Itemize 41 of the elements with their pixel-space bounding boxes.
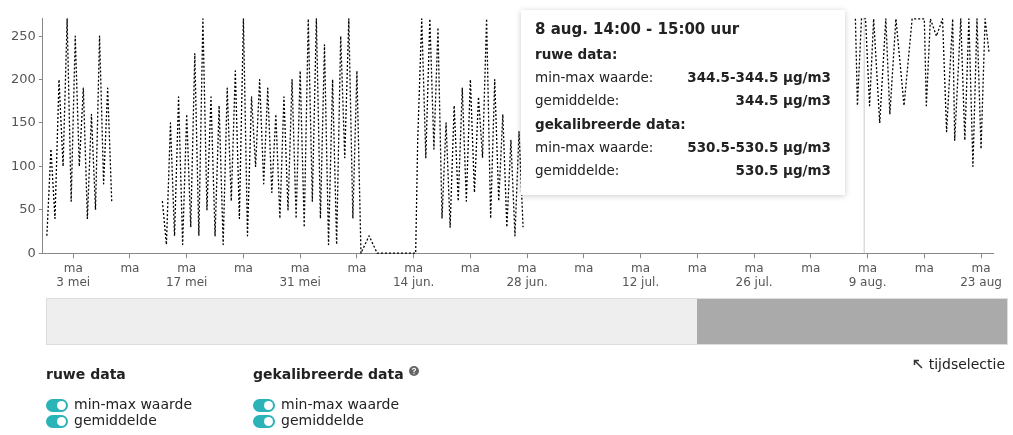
annotation: 344.5-344.5 μg/m3: [687, 69, 831, 85]
annotation: 530.5-530.5 μg/m3: [687, 139, 831, 155]
x-tick-label: ma: [120, 260, 140, 275]
x-tick-label: ma: [347, 260, 367, 275]
annotation: gemiddelde:: [535, 162, 620, 178]
x-tick-label: ma: [460, 260, 480, 275]
annotation: gekalibreerde data:: [535, 116, 687, 132]
text: gemiddelde: [280, 412, 365, 428]
x-tick-label: ma: [801, 260, 821, 275]
text: tijdselectie: [927, 356, 1005, 372]
x-tick-label: ma: [914, 260, 934, 275]
x-tick-label: ma 23 aug: [960, 260, 1002, 289]
x-tick-label: ma 12 jul.: [622, 260, 660, 289]
annotation: ruwe data:: [535, 46, 619, 62]
y-tick-label: 50: [19, 201, 36, 217]
annotation: min-max waarde:: [535, 69, 654, 85]
annotation: min-max waarde:: [535, 139, 654, 155]
y-tick-label: 100: [10, 157, 36, 173]
x-tick-label: ma 26 jul.: [735, 260, 773, 289]
x-tick-label: ma: [233, 260, 253, 275]
text: min-max waarde: [73, 396, 193, 412]
annotation: gemiddelde:: [535, 92, 620, 108]
x-tick-label: ma: [574, 260, 594, 275]
x-tick-label: ma 3 mei: [56, 260, 91, 289]
text: gemiddelde: [73, 412, 158, 428]
x-tick-label: ma 31 mei: [279, 260, 321, 289]
x-tick-label: ma: [687, 260, 707, 275]
y-tick-label: 250: [10, 27, 36, 43]
y-tick-label: 0: [27, 244, 36, 260]
text: ruwe data: [46, 366, 127, 382]
y-tick-label: 200: [10, 70, 36, 86]
annotation: 344.5 μg/m3: [735, 92, 831, 108]
x-tick-label: ma 28 jun.: [506, 260, 548, 289]
x-tick-label: ma 17 mei: [165, 260, 208, 289]
annotation: 8 aug. 14:00 - 15:00 uur: [535, 20, 741, 38]
x-tick-label: ma 14 jun.: [392, 260, 435, 289]
annotation: 530.5 μg/m3: [735, 162, 831, 178]
text: min-max waarde: [280, 396, 401, 412]
y-tick-label: 150: [10, 114, 36, 130]
x-tick-label: ma 9 aug.: [848, 260, 887, 289]
text: gekalibreerde data: [253, 366, 405, 382]
